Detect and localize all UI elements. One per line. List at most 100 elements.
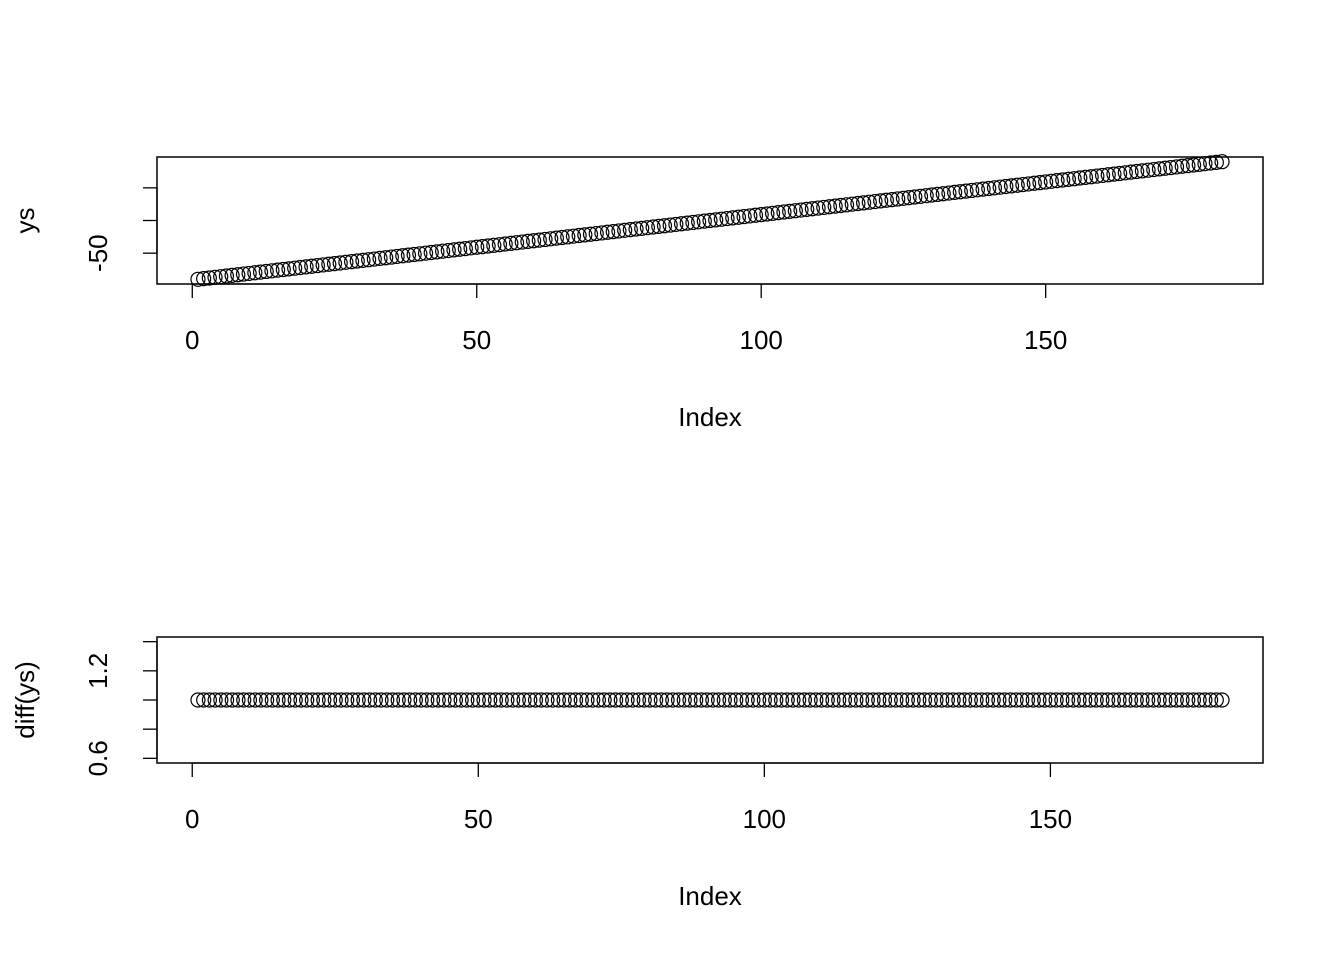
point: [622, 222, 638, 238]
point: [901, 190, 917, 206]
point: [281, 692, 298, 708]
point: [956, 692, 973, 708]
point: [945, 692, 961, 708]
x-tick-label: 50: [462, 325, 491, 355]
point: [406, 246, 422, 263]
point: [190, 271, 206, 287]
point: [1145, 692, 1161, 708]
point: [628, 221, 644, 237]
point: [1214, 154, 1230, 170]
point: [696, 213, 712, 229]
point: [1208, 692, 1224, 708]
point: [201, 692, 218, 708]
point: [1100, 167, 1116, 183]
point: [939, 692, 956, 708]
point: [579, 692, 595, 708]
point: [1021, 176, 1037, 192]
point: [1054, 692, 1070, 708]
point: [596, 692, 612, 708]
point: [343, 254, 360, 270]
point: [562, 692, 578, 708]
point: [636, 692, 652, 708]
point: [630, 692, 647, 708]
point: [537, 231, 553, 248]
x-tick-label: 50: [464, 804, 493, 834]
point: [736, 208, 752, 225]
point: [361, 252, 377, 268]
x-tick-label: 0: [185, 804, 199, 834]
point: [402, 692, 418, 708]
point: [1059, 692, 1076, 708]
point: [400, 247, 417, 263]
point: [670, 692, 687, 708]
point: [833, 197, 849, 214]
point: [739, 692, 755, 708]
point: [844, 196, 860, 212]
point: [969, 182, 985, 198]
point: [878, 192, 894, 208]
point: [548, 230, 564, 246]
point: [531, 232, 547, 248]
point: [907, 189, 923, 205]
point: [554, 229, 570, 246]
point: [1163, 159, 1179, 176]
point: [1049, 173, 1065, 189]
point: [429, 244, 445, 260]
point: [270, 262, 286, 278]
point: [1214, 692, 1230, 708]
point: [810, 200, 826, 216]
point: [668, 216, 684, 233]
point: [813, 692, 830, 708]
point: [676, 692, 692, 708]
point: [585, 692, 601, 708]
point: [1037, 692, 1053, 708]
point: [928, 692, 944, 708]
y-tick-label: 0.6: [83, 740, 113, 776]
point: [759, 206, 775, 222]
point: [599, 224, 616, 240]
point: [859, 692, 875, 708]
point: [619, 692, 635, 708]
point: [1083, 169, 1099, 185]
point: [396, 692, 412, 708]
point: [440, 242, 456, 259]
point: [1157, 692, 1173, 708]
point: [985, 692, 1001, 708]
point: [469, 239, 485, 255]
point: [725, 210, 741, 226]
y-axis-title: ys: [10, 208, 40, 234]
point: [533, 692, 549, 708]
y-tick-label: -50: [83, 234, 113, 272]
point: [981, 180, 997, 197]
point: [520, 233, 536, 250]
point: [275, 261, 291, 278]
point: [625, 692, 641, 708]
point: [770, 205, 786, 221]
point: [733, 692, 750, 708]
point: [1055, 172, 1071, 188]
point: [487, 692, 504, 708]
point: [1128, 692, 1144, 708]
point: [745, 692, 761, 708]
point: [514, 234, 530, 250]
point: [588, 225, 604, 242]
point: [463, 240, 479, 256]
point: [508, 235, 525, 251]
point: [1082, 692, 1099, 708]
point: [1191, 156, 1207, 172]
point: [1106, 166, 1122, 182]
point: [1100, 692, 1116, 708]
point: [201, 270, 217, 286]
x-tick-label: 150: [1029, 804, 1072, 834]
point: [316, 692, 332, 708]
point: [691, 214, 707, 230]
point: [730, 209, 747, 225]
point: [884, 191, 900, 208]
point: [705, 692, 721, 708]
point: [861, 194, 877, 210]
point: [848, 692, 864, 708]
point: [608, 692, 624, 708]
y-axis-title: diff(ys): [10, 661, 40, 739]
point: [321, 692, 338, 708]
point: [642, 692, 658, 708]
